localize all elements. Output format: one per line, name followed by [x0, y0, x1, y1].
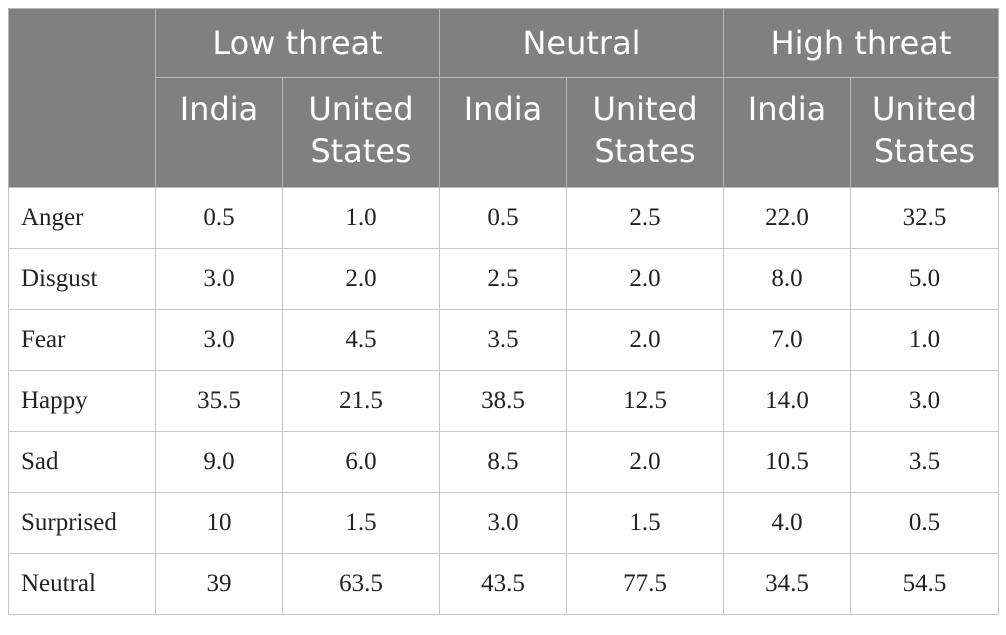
- header-sub-row: India United States India United States …: [9, 77, 1000, 188]
- table-row: Sad 9.0 6.0 8.5 2.0 10.5 3.5: [8, 431, 1000, 493]
- group-header: Low threat: [155, 8, 440, 78]
- table-cell: 3.5: [850, 431, 1000, 493]
- table-cell: 8.0: [723, 248, 852, 310]
- table-cell: 1.0: [850, 309, 1000, 371]
- row-label: Fear: [8, 309, 156, 371]
- table-cell: 0.5: [155, 187, 283, 249]
- table-cell: 39: [155, 553, 283, 615]
- table-cell: 3.5: [439, 309, 567, 371]
- sub-header: India: [439, 77, 567, 188]
- table-cell: 1.5: [565, 492, 725, 554]
- row-label: Sad: [8, 431, 156, 493]
- table-cell: 2.0: [565, 309, 725, 371]
- table-cell: 63.5: [282, 553, 440, 615]
- corner-cell: [8, 8, 156, 188]
- table-cell: 34.5: [723, 553, 852, 615]
- table-cell: 5.0: [850, 248, 1000, 310]
- table-cell: 35.5: [155, 370, 283, 432]
- group-header: High threat: [723, 8, 1000, 78]
- row-label: Disgust: [8, 248, 156, 310]
- table-cell: 4.0: [723, 492, 852, 554]
- table-cell: 9.0: [155, 431, 283, 493]
- table-cell: 0.5: [850, 492, 1000, 554]
- table-row: Happy 35.5 21.5 38.5 12.5 14.0 3.0: [8, 370, 1000, 432]
- table-cell: 2.5: [439, 248, 567, 310]
- table-cell: 22.0: [723, 187, 852, 249]
- table-cell: 2.0: [565, 248, 725, 310]
- table-cell: 3.0: [439, 492, 567, 554]
- table-cell: 14.0: [723, 370, 852, 432]
- table-row: Neutral 39 63.5 43.5 77.5 34.5 54.5: [8, 553, 1000, 615]
- table-cell: 21.5: [282, 370, 440, 432]
- row-label: Neutral: [8, 553, 156, 615]
- table-row: Fear 3.0 4.5 3.5 2.0 7.0 1.0: [8, 309, 1000, 371]
- table-body: Anger 0.5 1.0 0.5 2.5 22.0 32.5 Disgust 3.0 2.0 2.…: [8, 187, 1000, 615]
- table-cell: 38.5: [439, 370, 567, 432]
- sub-header: United States: [282, 77, 440, 188]
- table-cell: 0.5: [439, 187, 567, 249]
- table-cell: 3.0: [850, 370, 1000, 432]
- table-cell: 6.0: [282, 431, 440, 493]
- row-label: Surprised: [8, 492, 156, 554]
- table-cell: 1.0: [282, 187, 440, 249]
- table-cell: 3.0: [155, 248, 283, 310]
- group-header: Neutral: [438, 8, 725, 78]
- table-cell: 7.0: [723, 309, 852, 371]
- emotion-table: Low threat Neutral High threat India Uni…: [8, 8, 1000, 615]
- sub-header: United States: [565, 77, 725, 188]
- table-cell: 2.0: [282, 248, 440, 310]
- table-cell: 43.5: [439, 553, 567, 615]
- table-cell: 32.5: [850, 187, 1000, 249]
- table-cell: 3.0: [155, 309, 283, 371]
- table-cell: 10.5: [723, 431, 852, 493]
- table-cell: 12.5: [565, 370, 725, 432]
- table-row: Disgust 3.0 2.0 2.5 2.0 8.0 5.0: [8, 248, 1000, 310]
- sub-header: India: [723, 77, 852, 188]
- table-cell: 54.5: [850, 553, 1000, 615]
- row-label: Anger: [8, 187, 156, 249]
- header-group-row: Low threat Neutral High threat: [8, 8, 1000, 188]
- table-cell: 10: [155, 492, 283, 554]
- table-cell: 1.5: [282, 492, 440, 554]
- table-cell: 77.5: [565, 553, 725, 615]
- table-row: Surprised 10 1.5 3.0 1.5 4.0 0.5: [8, 492, 1000, 554]
- sub-header: United States: [850, 77, 1000, 188]
- table-cell: 8.5: [439, 431, 567, 493]
- sub-header: India: [155, 77, 283, 188]
- row-label: Happy: [8, 370, 156, 432]
- table-row: Anger 0.5 1.0 0.5 2.5 22.0 32.5: [8, 187, 1000, 249]
- table-cell: 2.0: [565, 431, 725, 493]
- table-cell: 2.5: [565, 187, 725, 249]
- table-cell: 4.5: [282, 309, 440, 371]
